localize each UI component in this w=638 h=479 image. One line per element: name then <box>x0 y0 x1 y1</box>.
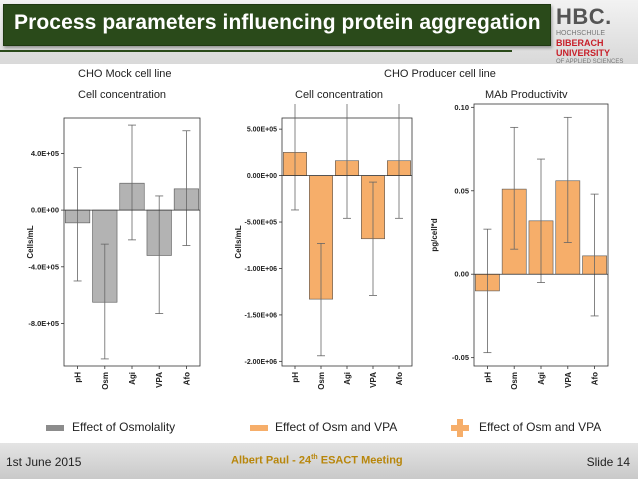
y-tick-label: -5.00E+05 <box>245 220 278 227</box>
y-tick-label: -1.00E+06 <box>245 266 278 273</box>
legend-swatch-orange <box>250 425 268 431</box>
footer-slide-number: Slide 14 <box>586 455 630 469</box>
x-tick-label: VPA <box>564 372 573 388</box>
y-tick-label: -2.00E+06 <box>245 359 278 366</box>
logo-main-text: HBC. <box>556 4 612 29</box>
x-tick-label: VPA <box>369 372 378 388</box>
x-tick-label: VPA <box>155 372 164 388</box>
y-tick-label: 4.0E+05 <box>31 149 59 158</box>
label-cell-concentration-1: Cell concentration <box>78 89 167 101</box>
x-tick-label: Afo <box>395 372 404 385</box>
y-tick-label: -8.0E+05 <box>28 319 59 328</box>
x-tick-label: Afo <box>591 372 600 385</box>
x-tick-label: pH <box>291 372 300 383</box>
y-tick-label: -4.0E+05 <box>28 262 59 271</box>
chart-panel-2: 5.00E+05 0.00E+00 -5.00E+05 -1.00E+06 -1.50E… <box>232 104 422 404</box>
label-cell-concentration-2: Cell concentration <box>295 89 384 101</box>
legend-swatch-grey <box>46 425 64 431</box>
y-tick-label: -1.50E+06 <box>245 312 278 319</box>
label-cho-mock: CHO Mock cell line <box>78 68 172 80</box>
footer-event-pre: Albert Paul - 24 <box>231 454 312 467</box>
y-axis-label: Cells/mL <box>234 225 243 258</box>
slide-title: Process parameters influencing protein a… <box>14 11 541 34</box>
y-axis-label: Cells/mL <box>26 225 35 258</box>
logo-line-3: UNIVERSITY <box>556 48 611 58</box>
y-tick-label: 0.10 <box>454 103 469 112</box>
legend-label-1: Effect of Osmolality <box>72 420 176 434</box>
y-tick-label: 0.00 <box>454 270 469 279</box>
chart-panel-3: 0.10 0.05 0.00 -0.05 pg/cell*d pH Osm Agi VPA Afo <box>428 98 618 404</box>
y-tick-label: 0.00E+00 <box>247 173 277 180</box>
logo-line-4: OF APPLIED SCIENCES <box>556 59 624 65</box>
y-axis-label: pg/cell*d <box>430 218 439 251</box>
footer-date: 1st June 2015 <box>6 455 82 469</box>
legend-label-2: Effect of Osm and VPA <box>275 420 398 434</box>
x-tick-label: Osm <box>317 372 326 390</box>
footer-event: Albert Paul - 24th ESACT Meeting <box>231 454 403 467</box>
footer-band <box>0 443 638 479</box>
chart-panel-1: 4.0E+05 0.0E+00 -4.0E+05 -8.0E+05 Cells/mL pH… <box>24 104 212 404</box>
y-tick-label: 0.05 <box>454 186 469 195</box>
y-tick-label: 5.00E+05 <box>247 127 277 134</box>
legend-plus-icon <box>451 419 469 437</box>
university-logo: HBC. HOCHSCHULE BIBERACH UNIVERSITY OF A… <box>556 4 634 66</box>
logo-line-2: BIBERACH <box>556 38 604 48</box>
logo-line-1: HOCHSCHULE <box>556 30 606 37</box>
x-tick-label: Osm <box>510 372 519 390</box>
x-tick-label: Agi <box>537 372 546 385</box>
x-tick-label: Agi <box>343 372 352 385</box>
title-underline <box>0 50 512 52</box>
x-tick-label: Agi <box>128 372 137 385</box>
x-tick-label: pH <box>483 372 492 383</box>
legend-label-3: Effect of Osm and VPA <box>479 420 602 434</box>
y-tick-label: 0.0E+00 <box>31 206 59 215</box>
y-tick-label: -0.05 <box>452 353 469 362</box>
footer-event-sup: th <box>311 454 318 461</box>
footer-event-post: ESACT Meeting <box>317 454 403 467</box>
title-box: Process parameters influencing protein a… <box>3 4 551 46</box>
x-tick-label: Afo <box>182 372 191 385</box>
chart-producer-cell-concentration: 5.00E+05 0.00E+00 -5.00E+05 -1.00E+06 -1.50E… <box>234 104 413 390</box>
x-tick-label: pH <box>74 372 83 383</box>
chart-mab-productivity: 0.10 0.05 0.00 -0.05 pg/cell*d pH Osm Agi VPA Afo <box>430 103 609 390</box>
chart-mock-cell-concentration: 4.0E+05 0.0E+00 -4.0E+05 -8.0E+05 Cells/mL pH… <box>26 117 201 390</box>
x-tick-label: Osm <box>101 372 110 390</box>
label-cho-producer: CHO Producer cell line <box>384 68 496 80</box>
